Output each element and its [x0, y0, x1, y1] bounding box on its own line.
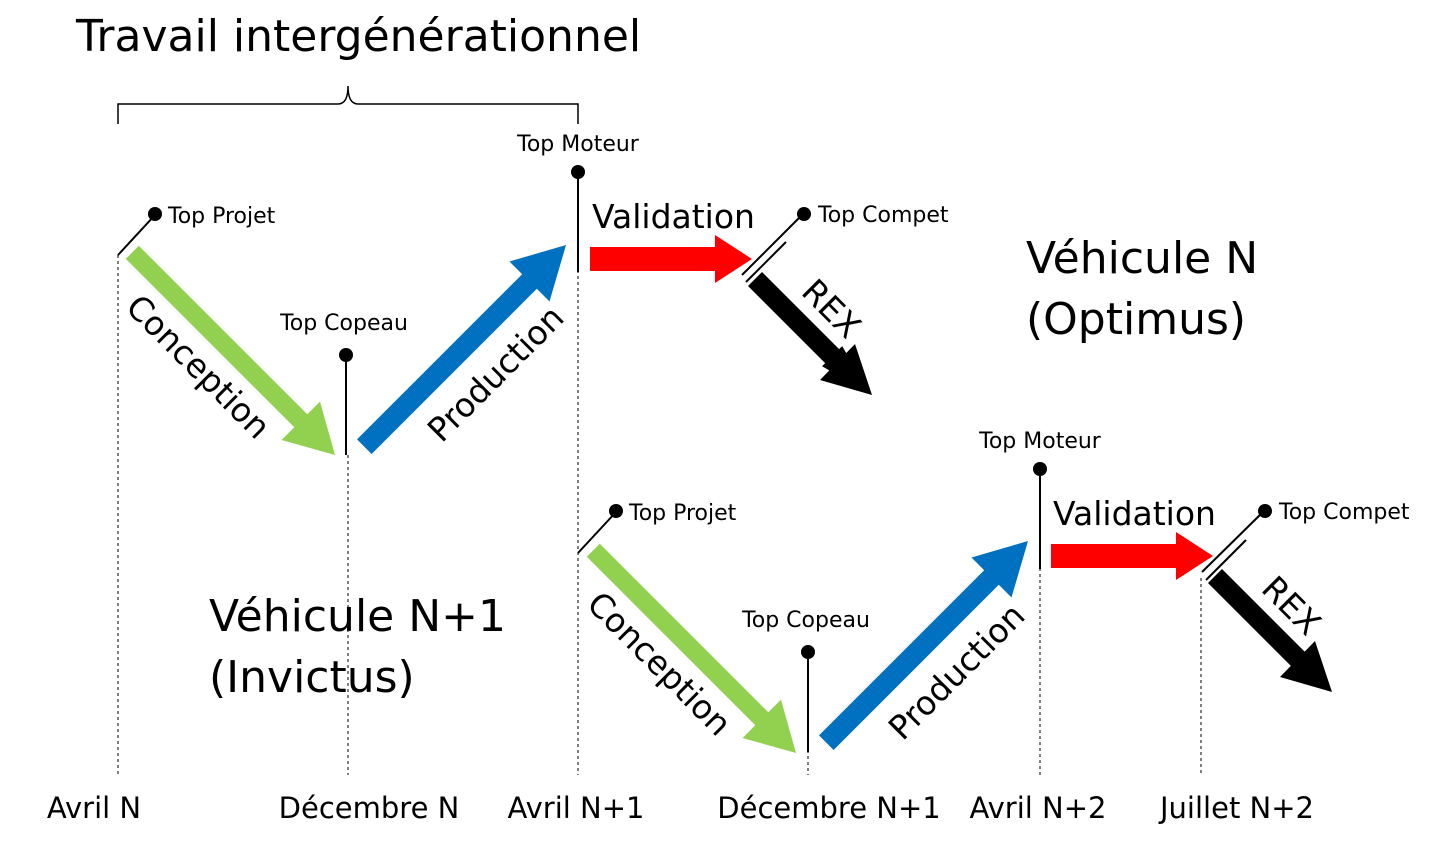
timeline-label: Décembre N — [279, 791, 460, 825]
conception-arrow-n1 — [586, 543, 796, 753]
vehicle-n-cycle: Conception Production Validation REX Top… — [117, 132, 1258, 455]
validation-label-n: Validation — [592, 197, 755, 236]
top-compet-dot-n — [797, 207, 811, 221]
top-projet-label-n1: Top Projet — [628, 501, 737, 526]
production-arrow-n1 — [819, 541, 1028, 750]
rex-arrow-n1-head — [1280, 641, 1332, 692]
top-compet-label-n1: Top Compet — [1278, 500, 1410, 525]
timeline-label: Avril N+2 — [970, 791, 1107, 825]
top-projet-pin-n — [117, 214, 156, 256]
intergenerational-brace — [117, 85, 579, 124]
vehicle-n1-name: Véhicule N+1 — [209, 591, 506, 642]
vehicle-n1-codename: (Invictus) — [209, 652, 415, 703]
validation-arrow-n1 — [1051, 532, 1213, 580]
top-copeau-dot-n1 — [801, 645, 815, 659]
conception-arrow-n — [125, 245, 335, 455]
top-copeau-label-n1: Top Copeau — [741, 608, 870, 633]
vehicle-n1-cycle: Conception Production Validation REX Top… — [209, 429, 1410, 753]
rex-arrow-n-body — [748, 272, 846, 370]
top-copeau-dot-n — [339, 348, 353, 362]
timeline-label: Décembre N+1 — [717, 791, 940, 825]
validation-arrow-n — [590, 235, 752, 283]
top-projet-dot-n — [148, 207, 162, 221]
top-projet-dot-n1 — [609, 504, 623, 518]
top-moteur-dot-n — [571, 165, 585, 179]
top-moteur-dot-n1 — [1033, 462, 1047, 476]
rex-arrow-n1-body — [1208, 569, 1306, 667]
top-moteur-label-n: Top Moteur — [516, 132, 640, 157]
vehicle-n-codename: (Optimus) — [1026, 294, 1246, 345]
top-projet-label-n: Top Projet — [167, 204, 276, 229]
top-compet-pin-n1-second — [1205, 539, 1247, 581]
top-compet-pin-n-second — [745, 241, 787, 283]
timeline-guides — [117, 255, 1202, 775]
top-compet-dot-n1 — [1258, 504, 1272, 518]
top-compet-pin-n1 — [1201, 510, 1265, 573]
diagram-title: Travail intergénérationnel — [75, 11, 641, 62]
timeline-label: Avril N — [47, 791, 141, 825]
top-moteur-label-n1: Top Moteur — [978, 429, 1102, 454]
production-arrow-n — [357, 245, 566, 454]
timeline-label: Avril N+1 — [508, 791, 645, 825]
top-projet-pin-n1 — [577, 511, 617, 554]
timeline-labels: Avril N Décembre N Avril N+1 Décembre N+… — [47, 791, 1314, 825]
top-copeau-label-n: Top Copeau — [279, 311, 408, 336]
timeline-label: Juillet N+2 — [1158, 791, 1314, 825]
top-compet-label-n: Top Compet — [817, 203, 949, 228]
top-compet-pin-n — [741, 213, 804, 276]
rex-arrow-n-head2 — [820, 344, 872, 395]
validation-label-n1: Validation — [1053, 494, 1216, 533]
vehicle-n-name: Véhicule N — [1026, 233, 1258, 284]
